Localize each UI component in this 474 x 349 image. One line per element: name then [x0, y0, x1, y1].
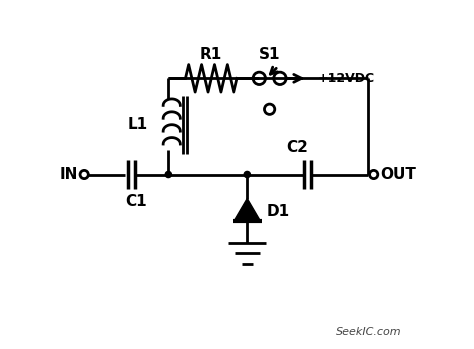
Text: R1: R1 — [200, 47, 222, 62]
Text: +12VDC: +12VDC — [318, 72, 375, 85]
Text: IN: IN — [60, 167, 78, 182]
Text: L1: L1 — [128, 117, 148, 132]
Text: C1: C1 — [126, 194, 147, 209]
Text: C2: C2 — [286, 140, 308, 155]
Text: SeekIC.com: SeekIC.com — [336, 327, 402, 337]
Circle shape — [165, 171, 172, 178]
Text: OUT: OUT — [381, 167, 417, 182]
Circle shape — [244, 171, 250, 178]
Polygon shape — [234, 199, 260, 221]
Text: D1: D1 — [266, 204, 289, 219]
Text: S1: S1 — [259, 47, 281, 62]
